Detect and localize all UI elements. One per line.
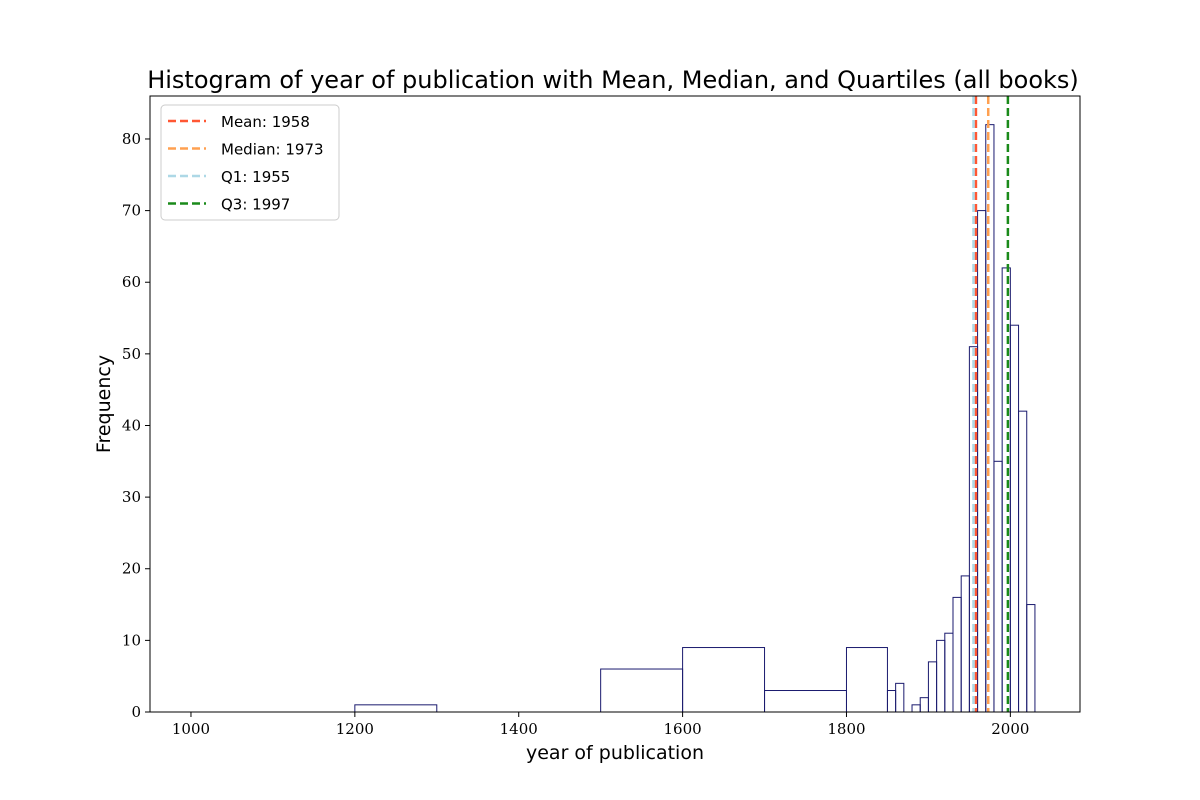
y-tick-label: 60 <box>122 273 141 291</box>
x-tick-label: 1600 <box>664 720 702 738</box>
plot-area-frame <box>149 95 1081 713</box>
histogram-bar <box>1018 410 1028 713</box>
histogram-bar <box>960 575 970 713</box>
y-tick-label: 80 <box>122 130 141 148</box>
histogram-bar <box>919 697 929 713</box>
y-tick-label: 50 <box>122 345 141 363</box>
histogram-bar <box>886 690 897 713</box>
histogram-bar <box>944 632 954 713</box>
x-axis-ticks: 1000 1200 1400 1600 1800 2000 <box>172 712 1029 738</box>
legend-box <box>160 104 340 221</box>
y-axis-label: Frequency <box>93 355 115 453</box>
histogram-bar <box>927 661 938 713</box>
legend-label: Q3: 1997 <box>221 196 290 214</box>
x-tick-label: 1000 <box>172 720 210 738</box>
histogram-bar <box>1026 604 1036 713</box>
y-tick-label: 70 <box>122 202 141 220</box>
histogram-bar <box>895 682 905 713</box>
histogram-bar <box>354 704 438 713</box>
histogram-bar <box>845 647 888 713</box>
histogram-bar <box>985 124 995 713</box>
y-tick-label: 20 <box>122 560 141 578</box>
legend-label: Q1: 1955 <box>221 168 290 186</box>
y-tick-label: 0 <box>131 703 141 721</box>
y-tick-label: 30 <box>122 488 141 506</box>
x-tick-label: 2000 <box>991 720 1029 738</box>
reference-lines-layer <box>972 96 1010 712</box>
histogram-bar <box>1001 267 1011 713</box>
histogram-bar <box>993 460 1003 713</box>
x-tick-label: 1800 <box>827 720 865 738</box>
histogram-bar <box>936 639 946 713</box>
bars-layer <box>354 124 1036 713</box>
histogram-bar <box>764 690 847 713</box>
histogram-bar <box>682 647 766 713</box>
histogram-bar <box>952 596 962 713</box>
histogram-bar <box>911 704 921 713</box>
legend-label: Mean: 1958 <box>221 113 310 131</box>
legend: Mean: 1958 Median: 1973 Q1: 1955 Q3: 1997 <box>160 104 340 221</box>
x-axis-label: year of publication <box>526 742 704 764</box>
y-axis-ticks: 0 10 20 30 40 50 60 70 80 <box>122 130 150 721</box>
x-tick-label: 1200 <box>336 720 374 738</box>
x-tick-label: 1400 <box>500 720 538 738</box>
y-tick-label: 40 <box>122 416 141 434</box>
histogram-bar <box>977 210 987 713</box>
legend-label: Median: 1973 <box>221 141 324 159</box>
chart-title: Histogram of year of publication with Me… <box>147 66 1079 94</box>
y-tick-label: 10 <box>122 631 141 649</box>
histogram-bar <box>600 668 684 713</box>
histogram-bar <box>1009 324 1020 713</box>
